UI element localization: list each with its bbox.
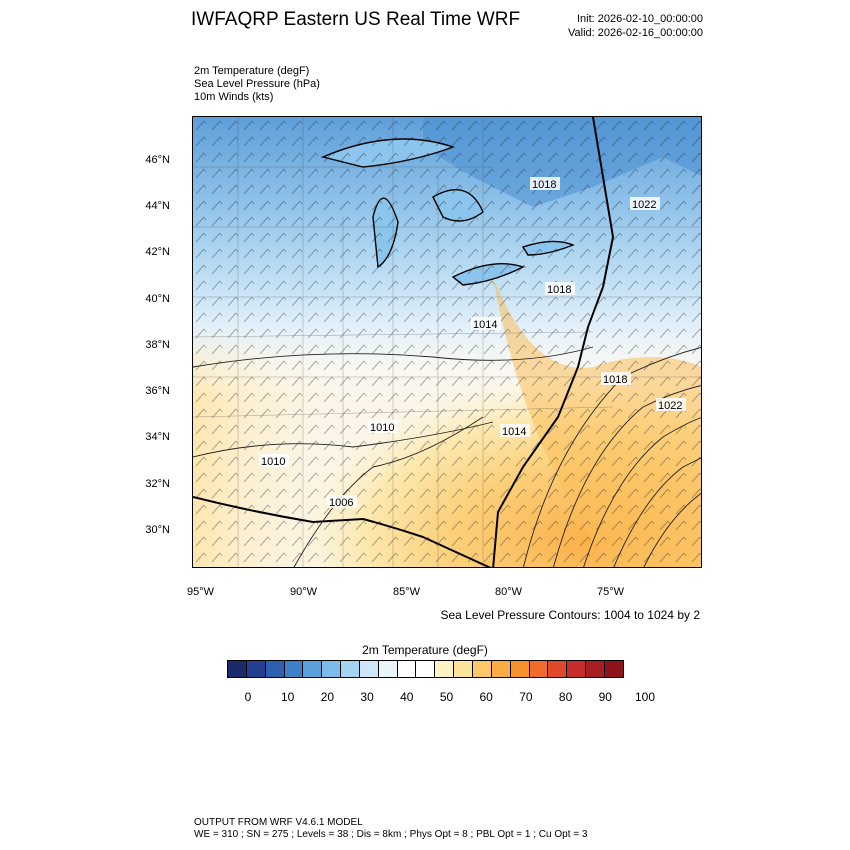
- field-pressure: Sea Level Pressure (hPa): [194, 78, 320, 90]
- weather-map: 1018 1022 1018 1014 1018 1022 1010 1014 …: [192, 116, 702, 568]
- pressure-label: 1014: [502, 426, 526, 438]
- colorbar-swatch: [245, 660, 266, 678]
- lat-label: 30°N: [145, 524, 170, 536]
- colorbar-swatch: [603, 660, 624, 678]
- colorbar-swatch: [528, 660, 549, 678]
- pressure-label: 1018: [532, 179, 556, 191]
- colorbar-title: 2m Temperature (degF): [362, 643, 488, 657]
- field-temperature: 2m Temperature (degF): [194, 65, 310, 77]
- colorbar-swatch: [264, 660, 285, 678]
- colorbar-swatch: [490, 660, 511, 678]
- run-times: Init: 2026-02-10_00:00:00 Valid: 2026-02…: [568, 12, 703, 40]
- colorbar: [227, 660, 624, 678]
- lat-label: 42°N: [145, 246, 170, 258]
- colorbar-swatch: [227, 660, 247, 678]
- colorbar-swatch: [358, 660, 379, 678]
- lon-label: 95°W: [187, 586, 215, 598]
- init-time: Init: 2026-02-10_00:00:00: [577, 13, 703, 25]
- footer-config: WE = 310 ; SN = 275 ; Levels = 38 ; Dis …: [194, 829, 588, 840]
- lat-label: 34°N: [145, 431, 170, 443]
- colorbar-swatch: [302, 660, 323, 678]
- pressure-label: 1010: [370, 422, 394, 434]
- pressure-contours: [193, 346, 701, 567]
- map-canvas: 1018 1022 1018 1014 1018 1022 1010 1014 …: [193, 117, 701, 567]
- pressure-labels: 1018 1022 1018 1014 1018 1022 1010 1014 …: [259, 177, 686, 509]
- colorbar-swatch: [585, 660, 605, 678]
- pressure-label: 1010: [261, 456, 285, 468]
- footer-model: OUTPUT FROM WRF V4.6.1 MODEL: [194, 817, 363, 828]
- colorbar-swatch: [415, 660, 436, 678]
- contours-note: Sea Level Pressure Contours: 1004 to 102…: [440, 608, 701, 622]
- colorbar-swatch: [547, 660, 568, 678]
- lon-label: 75°W: [597, 586, 625, 598]
- pressure-label: 1014: [473, 319, 497, 331]
- colorbar-label: 80: [558, 690, 573, 704]
- pressure-label: 1018: [603, 374, 627, 386]
- colorbar-swatch: [340, 660, 360, 678]
- field-list: 2m Temperature (degF) Sea Level Pressure…: [194, 65, 320, 104]
- pressure-label: 1022: [632, 199, 656, 211]
- colorbar-label: 70: [519, 690, 533, 704]
- lat-label: 36°N: [145, 385, 170, 397]
- model-footer: OUTPUT FROM WRF V4.6.1 MODEL WE = 310 ; …: [194, 817, 587, 841]
- colorbar-label: 40: [400, 690, 414, 704]
- colorbar-label: 60: [479, 690, 493, 704]
- lon-label: 80°W: [495, 586, 523, 598]
- colorbar-swatch: [321, 660, 342, 678]
- pressure-label: 1006: [329, 497, 353, 509]
- field-winds: 10m Winds (kts): [194, 91, 274, 103]
- colorbar-swatch: [434, 660, 455, 678]
- colorbar-label: 10: [281, 690, 295, 704]
- colorbar-label: 90: [598, 690, 612, 704]
- lon-label: 90°W: [290, 586, 318, 598]
- map-title: IWFAQRP Eastern US Real Time WRF: [191, 9, 521, 30]
- state-borders: [193, 117, 701, 567]
- lat-label: 40°N: [145, 293, 170, 305]
- colorbar-swatch: [396, 660, 417, 678]
- lat-label: 38°N: [145, 339, 170, 351]
- colorbar-label: 50: [439, 690, 454, 704]
- colorbar-swatch: [566, 660, 587, 678]
- colorbar-swatch: [509, 660, 530, 678]
- wind-barbs: [193, 117, 701, 567]
- lat-label: 44°N: [145, 200, 170, 212]
- lon-label: 85°W: [393, 586, 421, 598]
- colorbar-label: 0: [244, 690, 252, 704]
- colorbar-label: 30: [360, 690, 374, 704]
- valid-time: Valid: 2026-02-16_00:00:00: [568, 27, 703, 39]
- colorbar-label: 100: [634, 690, 656, 704]
- colorbar-swatch: [453, 660, 473, 678]
- colorbar-swatch: [283, 660, 304, 678]
- lat-label: 32°N: [145, 478, 170, 490]
- lat-label: 46°N: [145, 154, 170, 166]
- colorbar-swatch: [471, 660, 492, 678]
- colorbar-label: 20: [320, 690, 335, 704]
- colorbar-swatch: [377, 660, 398, 678]
- pressure-label: 1022: [658, 400, 682, 412]
- pressure-label: 1018: [547, 284, 571, 296]
